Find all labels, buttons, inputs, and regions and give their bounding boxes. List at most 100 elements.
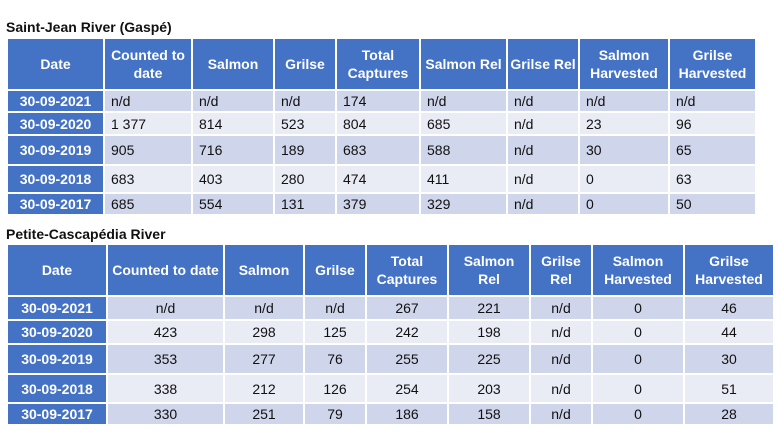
salmon-rel-cell: 411 bbox=[421, 166, 506, 192]
salmon-cell: 814 bbox=[193, 113, 273, 134]
date-cell: 30-09-2017 bbox=[8, 194, 103, 214]
column-header-total-captures: Total Captures bbox=[337, 39, 419, 89]
salmon-rel-cell: 685 bbox=[421, 113, 506, 134]
salmon-harvested-cell: 30 bbox=[580, 136, 668, 164]
saint-jean-table: Date Counted to date Salmon Grilse Total Cap… bbox=[6, 37, 757, 216]
table-row: 30-09-2018 338 212 126 254 203 n/d 0 51 bbox=[8, 375, 773, 402]
table-row: 30-09-2018 683 403 280 474 411 n/d 0 63 bbox=[8, 166, 755, 192]
table1-title: Saint-Jean River (Gaspé) bbox=[6, 19, 172, 35]
salmon-cell: n/d bbox=[225, 297, 303, 319]
date-cell: 30-09-2017 bbox=[8, 404, 106, 424]
date-cell: 30-09-2021 bbox=[8, 297, 106, 319]
grilse-harvested-cell: 96 bbox=[670, 113, 755, 134]
grilse-cell: 131 bbox=[275, 194, 335, 214]
grilse-cell: 76 bbox=[305, 345, 365, 373]
column-header-grilse-harvested: Grilse Harvested bbox=[670, 39, 755, 89]
grilse-harvested-cell: 30 bbox=[685, 345, 773, 373]
table-row: 30-09-2019 905 716 189 683 588 n/d 30 65 bbox=[8, 136, 755, 164]
column-header-counted-to-date: Counted to date bbox=[108, 245, 223, 295]
total-captures-cell: 474 bbox=[337, 166, 419, 192]
date-cell: 30-09-2018 bbox=[8, 166, 103, 192]
salmon-harvested-cell: 0 bbox=[593, 321, 683, 343]
total-captures-cell: 379 bbox=[337, 194, 419, 214]
column-header-salmon-harvested: Salmon Harvested bbox=[593, 245, 683, 295]
total-captures-cell: 242 bbox=[367, 321, 447, 343]
counted-to-date-cell: 1 377 bbox=[105, 113, 191, 134]
salmon-rel-cell: 221 bbox=[449, 297, 529, 319]
grilse-harvested-cell: 63 bbox=[670, 166, 755, 192]
grilse-harvested-cell: 50 bbox=[670, 194, 755, 214]
total-captures-cell: 174 bbox=[337, 91, 419, 111]
total-captures-cell: 186 bbox=[367, 404, 447, 424]
counted-to-date-cell: 330 bbox=[108, 404, 223, 424]
grilse-cell: 125 bbox=[305, 321, 365, 343]
grilse-cell: n/d bbox=[305, 297, 365, 319]
salmon-cell: n/d bbox=[193, 91, 273, 111]
table-row: 30-09-2017 685 554 131 379 329 n/d 0 50 bbox=[8, 194, 755, 214]
date-cell: 30-09-2020 bbox=[8, 113, 103, 134]
table2-title: Petite-Cascapédia River bbox=[6, 226, 166, 242]
salmon-rel-cell: 203 bbox=[449, 375, 529, 402]
grilse-rel-cell: n/d bbox=[531, 297, 591, 319]
grilse-rel-cell: n/d bbox=[508, 136, 578, 164]
total-captures-cell: 804 bbox=[337, 113, 419, 134]
grilse-cell: 523 bbox=[275, 113, 335, 134]
total-captures-cell: 267 bbox=[367, 297, 447, 319]
date-cell: 30-09-2019 bbox=[8, 345, 106, 373]
column-header-grilse-rel: Grilse Rel bbox=[531, 245, 591, 295]
column-header-date: Date bbox=[8, 39, 103, 89]
column-header-grilse: Grilse bbox=[275, 39, 335, 89]
grilse-cell: 79 bbox=[305, 404, 365, 424]
grilse-rel-cell: n/d bbox=[508, 194, 578, 214]
counted-to-date-cell: n/d bbox=[108, 297, 223, 319]
salmon-cell: 554 bbox=[193, 194, 273, 214]
grilse-rel-cell: n/d bbox=[531, 345, 591, 373]
petite-cascapedia-table: Date Counted to date Salmon Grilse Total Cap… bbox=[6, 243, 775, 426]
table1-body: 30-09-2021 n/d n/d n/d 174 n/d n/d n/d n/d 30-09-… bbox=[8, 91, 755, 214]
counted-to-date-cell: n/d bbox=[105, 91, 191, 111]
salmon-rel-cell: n/d bbox=[421, 91, 506, 111]
date-cell: 30-09-2018 bbox=[8, 375, 106, 402]
table2-body: 30-09-2021 n/d n/d n/d 267 221 n/d 0 46 30-09-202… bbox=[8, 297, 773, 424]
grilse-rel-cell: n/d bbox=[508, 166, 578, 192]
salmon-harvested-cell: 0 bbox=[580, 166, 668, 192]
total-captures-cell: 254 bbox=[367, 375, 447, 402]
grilse-cell: n/d bbox=[275, 91, 335, 111]
salmon-rel-cell: 198 bbox=[449, 321, 529, 343]
salmon-harvested-cell: 0 bbox=[580, 194, 668, 214]
grilse-rel-cell: n/d bbox=[531, 375, 591, 402]
counted-to-date-cell: 353 bbox=[108, 345, 223, 373]
table-row: 30-09-2017 330 251 79 186 158 n/d 0 28 bbox=[8, 404, 773, 424]
salmon-harvested-cell: n/d bbox=[580, 91, 668, 111]
salmon-rel-cell: 329 bbox=[421, 194, 506, 214]
grilse-harvested-cell: 51 bbox=[685, 375, 773, 402]
counted-to-date-cell: 683 bbox=[105, 166, 191, 192]
column-header-salmon-harvested: Salmon Harvested bbox=[580, 39, 668, 89]
grilse-harvested-cell: 44 bbox=[685, 321, 773, 343]
salmon-rel-cell: 225 bbox=[449, 345, 529, 373]
salmon-harvested-cell: 0 bbox=[593, 345, 683, 373]
salmon-rel-cell: 588 bbox=[421, 136, 506, 164]
column-header-total-captures: Total Captures bbox=[367, 245, 447, 295]
salmon-harvested-cell: 0 bbox=[593, 297, 683, 319]
counted-to-date-cell: 685 bbox=[105, 194, 191, 214]
total-captures-cell: 683 bbox=[337, 136, 419, 164]
column-header-salmon-rel: Salmon Rel bbox=[421, 39, 506, 89]
column-header-date: Date bbox=[8, 245, 106, 295]
grilse-harvested-cell: 65 bbox=[670, 136, 755, 164]
date-cell: 30-09-2020 bbox=[8, 321, 106, 343]
column-header-counted-to-date: Counted to date bbox=[105, 39, 191, 89]
salmon-harvested-cell: 0 bbox=[593, 404, 683, 424]
salmon-cell: 298 bbox=[225, 321, 303, 343]
table-row: 30-09-2020 423 298 125 242 198 n/d 0 44 bbox=[8, 321, 773, 343]
salmon-cell: 716 bbox=[193, 136, 273, 164]
salmon-cell: 277 bbox=[225, 345, 303, 373]
column-header-grilse-harvested: Grilse Harvested bbox=[685, 245, 773, 295]
counted-to-date-cell: 423 bbox=[108, 321, 223, 343]
grilse-rel-cell: n/d bbox=[531, 321, 591, 343]
salmon-cell: 251 bbox=[225, 404, 303, 424]
table1-header-row: Date Counted to date Salmon Grilse Total Cap… bbox=[8, 39, 755, 89]
table-row: 30-09-2021 n/d n/d n/d 267 221 n/d 0 46 bbox=[8, 297, 773, 319]
grilse-rel-cell: n/d bbox=[508, 113, 578, 134]
column-header-salmon-rel: Salmon Rel bbox=[449, 245, 529, 295]
